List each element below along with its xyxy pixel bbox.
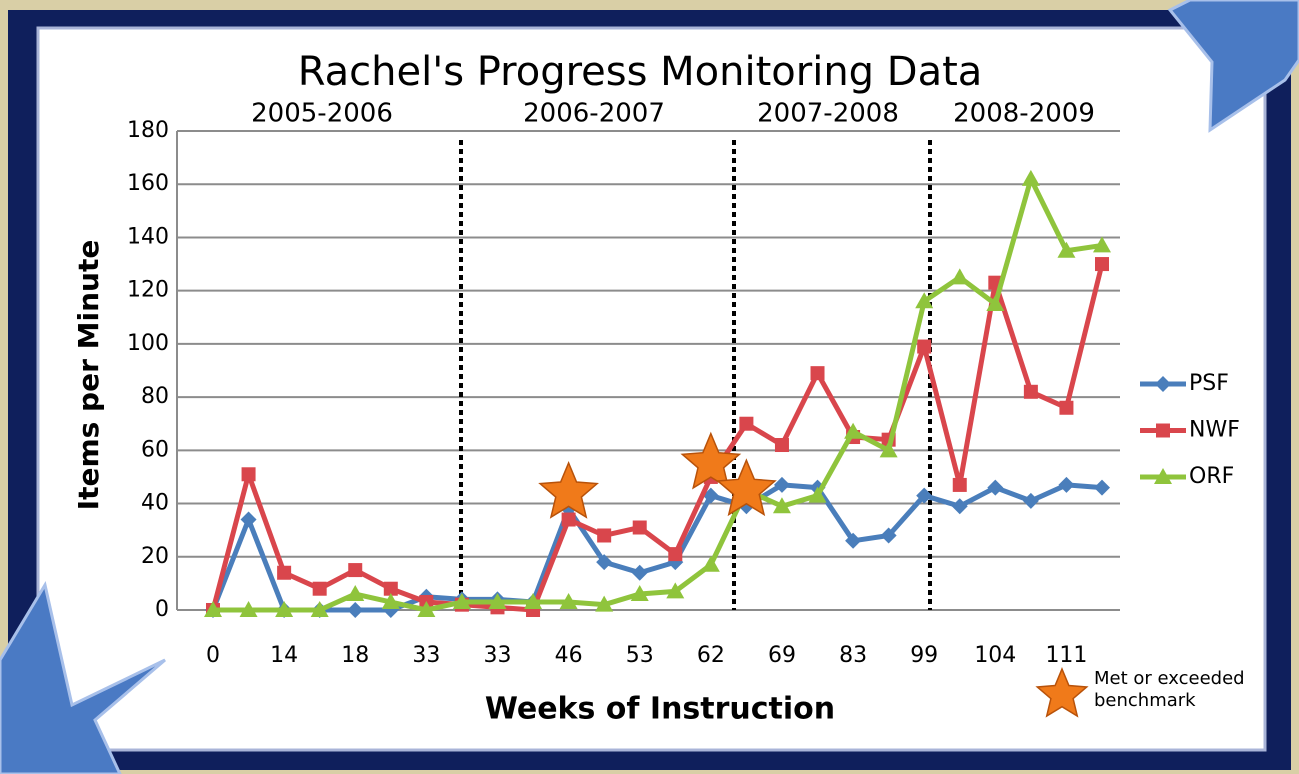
y-tick-label: 60	[141, 437, 169, 462]
x-tick-label: 33	[412, 643, 440, 668]
data-point	[953, 478, 967, 492]
period-label: 2007-2008	[757, 99, 899, 129]
x-tick-label: 46	[555, 643, 583, 668]
chart: Rachel's Progress Monitoring Data Items …	[0, 0, 1299, 774]
y-tick-label: 20	[141, 544, 169, 569]
data-point	[917, 340, 931, 354]
benchmark-legend-label: Met or exceeded benchmark	[1094, 668, 1284, 712]
x-tick-label: 104	[974, 643, 1016, 668]
x-tick-label: 18	[341, 643, 369, 668]
period-label: 2008-2009	[953, 99, 1095, 129]
legend-label: NWF	[1189, 418, 1240, 443]
data-point	[1156, 424, 1170, 438]
data-point	[277, 566, 291, 580]
chart-title: Rachel's Progress Monitoring Data	[298, 49, 983, 95]
data-point	[313, 582, 327, 596]
legend-note-box: Met or exceeded benchmark	[1094, 668, 1284, 724]
y-tick-label: 40	[141, 491, 169, 516]
data-point	[739, 417, 753, 431]
data-point	[1059, 401, 1073, 415]
legend-label: PSF	[1189, 371, 1229, 396]
x-axis-label: Weeks of Instruction	[485, 692, 835, 727]
y-tick-label: 140	[127, 224, 169, 249]
y-tick-label: 0	[155, 597, 169, 622]
y-axis-label: Items per Minute	[72, 240, 105, 511]
data-point	[242, 467, 256, 481]
data-point	[775, 438, 789, 452]
x-tick-label: 83	[839, 643, 867, 668]
x-tick-label: 99	[910, 643, 938, 668]
x-tick-label: 69	[768, 643, 796, 668]
x-tick-label: 62	[697, 643, 725, 668]
data-point	[633, 521, 647, 535]
y-tick-label: 180	[127, 118, 169, 143]
period-label: 2006-2007	[523, 99, 665, 129]
x-tick-label: 0	[206, 643, 220, 668]
page: {"chart_data": { "type": "line", "title"…	[0, 0, 1299, 774]
x-tick-label: 111	[1045, 643, 1087, 668]
x-tick-label: 14	[270, 643, 298, 668]
data-point	[1024, 385, 1038, 399]
x-tick-label: 33	[483, 643, 511, 668]
y-tick-label: 80	[141, 384, 169, 409]
legend-label: ORF	[1189, 464, 1234, 489]
y-tick-label: 160	[127, 171, 169, 196]
data-point	[811, 366, 825, 380]
y-tick-label: 120	[127, 278, 169, 303]
x-tick-label: 53	[626, 643, 654, 668]
data-point	[562, 513, 576, 527]
period-label: 2005-2006	[251, 99, 393, 129]
chart-panel	[38, 28, 1265, 750]
data-point	[668, 547, 682, 561]
data-point	[597, 528, 611, 542]
data-point	[1095, 257, 1109, 271]
y-tick-label: 100	[127, 331, 169, 356]
data-point	[348, 563, 362, 577]
